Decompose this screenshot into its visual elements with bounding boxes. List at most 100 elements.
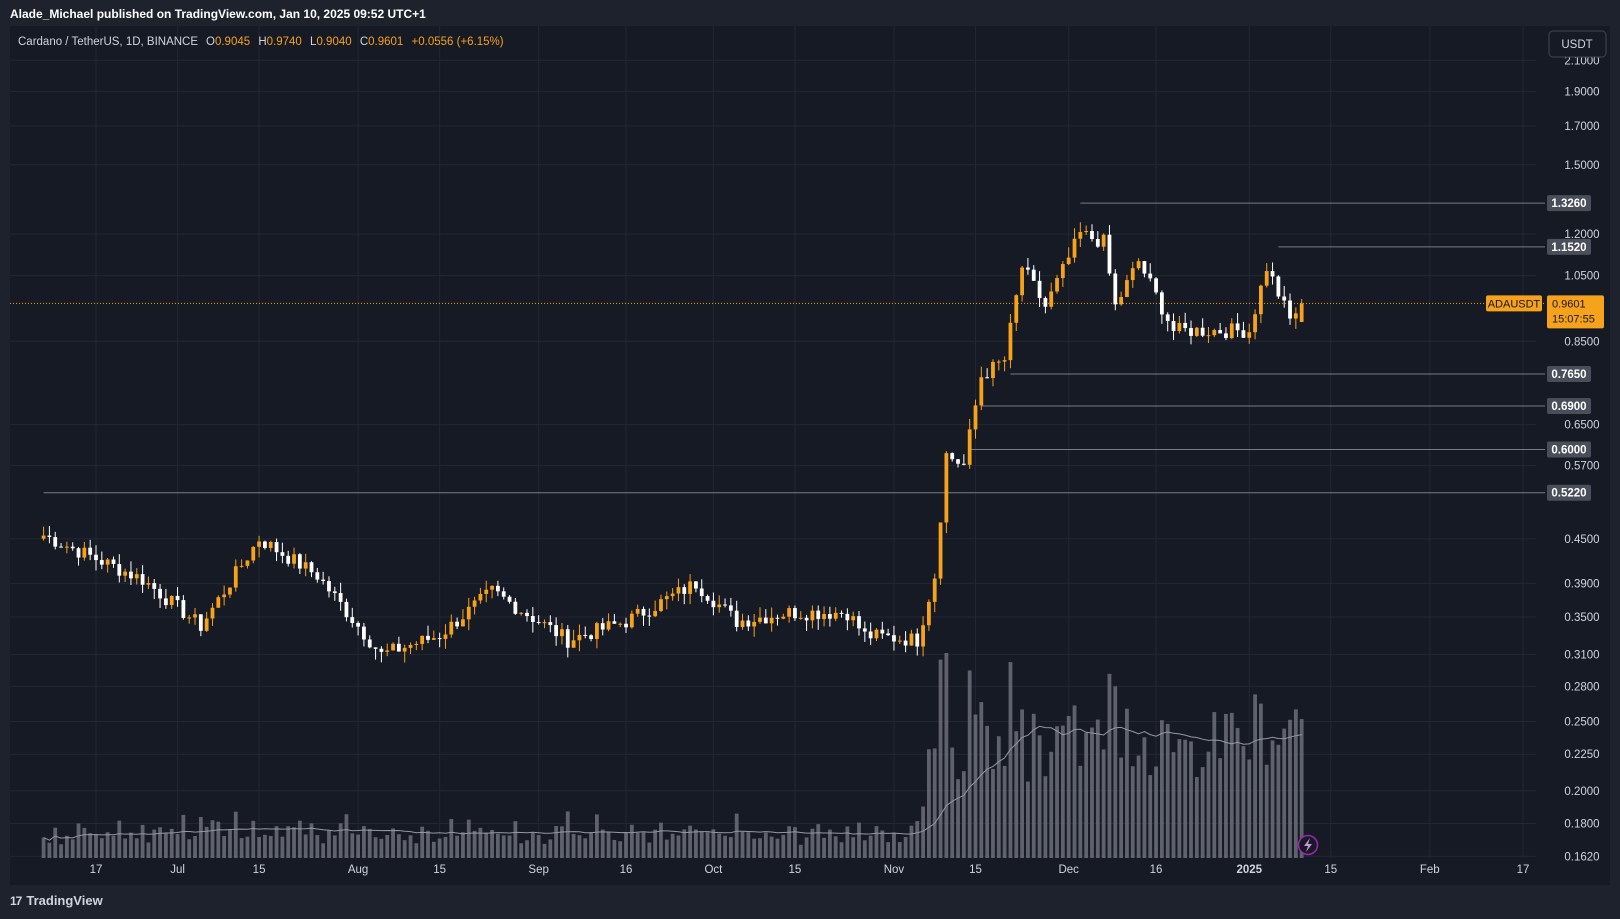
volume-bar (950, 747, 955, 858)
candle-body (391, 643, 395, 651)
legend-open: 0.9045 (215, 36, 250, 48)
candle-body (286, 555, 291, 564)
volume-bar (129, 832, 133, 858)
candle-body (420, 635, 425, 644)
candle-body (979, 377, 984, 406)
level-lines: 1.3260 1.1520 0.7650 0.6900 0.6000 0.5220 (43, 195, 1591, 501)
candle (525, 609, 529, 622)
volume-bar (146, 842, 151, 858)
volume-bar (228, 829, 232, 858)
candle (257, 535, 261, 558)
x-tick-label: 15 (969, 864, 982, 876)
volume-bar (455, 835, 460, 858)
candle (1084, 225, 1089, 235)
candle (921, 616, 925, 657)
candle (536, 615, 541, 625)
candle-body (356, 622, 360, 627)
candle-body (938, 522, 943, 579)
volume-bar (758, 838, 762, 858)
volume-bar (1293, 709, 1298, 858)
volume-bar (1008, 662, 1013, 858)
currency-button-label: USDT (1561, 39, 1592, 51)
candle-body (915, 633, 920, 647)
candle (70, 542, 75, 551)
candle-body (1183, 322, 1188, 329)
candle-body (1072, 238, 1077, 258)
volume-bar (670, 833, 675, 858)
candle (158, 584, 162, 608)
candle (827, 606, 832, 627)
candle-body (950, 453, 955, 460)
volume-bar (932, 748, 937, 858)
volume-bar (1107, 673, 1112, 858)
volume-bar (94, 834, 98, 858)
legend-low: 0.9040 (316, 36, 351, 48)
alerts-button[interactable] (1297, 834, 1319, 856)
candle (82, 541, 87, 561)
volume-bar (1177, 739, 1182, 858)
candle (560, 623, 564, 645)
candle (1171, 313, 1176, 341)
volume-bar (280, 836, 285, 858)
candle-body (1066, 257, 1071, 265)
candle (315, 567, 320, 583)
volume-bar (938, 659, 943, 858)
volume-bar (1078, 765, 1083, 858)
volume-bar (1247, 759, 1252, 858)
candle (1241, 321, 1246, 338)
candle (507, 595, 512, 604)
candle-body (490, 585, 494, 590)
candle-body (810, 610, 815, 621)
chart-frame[interactable] (10, 26, 1610, 885)
candle (1159, 290, 1164, 324)
volume-bar (1224, 714, 1228, 858)
volume-bar (1154, 766, 1158, 858)
candle (222, 585, 227, 606)
candle-body (117, 564, 122, 576)
volume-bar (385, 835, 390, 858)
volume-bar (600, 829, 605, 858)
candle-body (629, 613, 634, 628)
candle-body (565, 629, 570, 648)
volume-bar (542, 843, 547, 858)
candle-body (1095, 238, 1100, 247)
volume-bar (659, 822, 663, 858)
candle-body (76, 548, 81, 558)
level-tag: 1.1520 (1551, 242, 1586, 254)
candle-body (1060, 264, 1065, 279)
candle-body (944, 453, 949, 523)
candle (752, 614, 757, 637)
level-tag: 0.5220 (1551, 488, 1586, 500)
candle (1031, 265, 1036, 281)
candle-body (682, 587, 687, 594)
legend-l-label: L (310, 36, 317, 48)
volume-bar (775, 838, 780, 858)
candle (571, 629, 576, 648)
tradingview-logo[interactable]: 17 TradingView (10, 893, 103, 908)
candle (327, 576, 331, 598)
volume-bar (309, 823, 314, 858)
currency-button[interactable]: USDT (1548, 30, 1607, 58)
candle-body (822, 614, 826, 620)
volume-bar (513, 821, 518, 858)
candle-body (769, 617, 774, 624)
candle (1113, 269, 1118, 311)
candle (1008, 314, 1013, 369)
volume-bar (699, 831, 704, 858)
candle (857, 611, 861, 636)
y-tick-label: 0.2800 (1564, 681, 1599, 693)
volume-bar (193, 836, 197, 858)
candle (734, 600, 739, 632)
candle (431, 630, 436, 641)
x-tick-label: 15 (433, 864, 446, 876)
candle (379, 646, 384, 663)
candle-body (455, 621, 460, 627)
candle-body (676, 587, 681, 594)
volume-bar (350, 833, 355, 858)
volume-bar (263, 834, 267, 858)
candle (1095, 231, 1100, 248)
volume-bar (1264, 764, 1269, 858)
volume-bar (484, 832, 489, 858)
candle-body (1107, 234, 1112, 274)
